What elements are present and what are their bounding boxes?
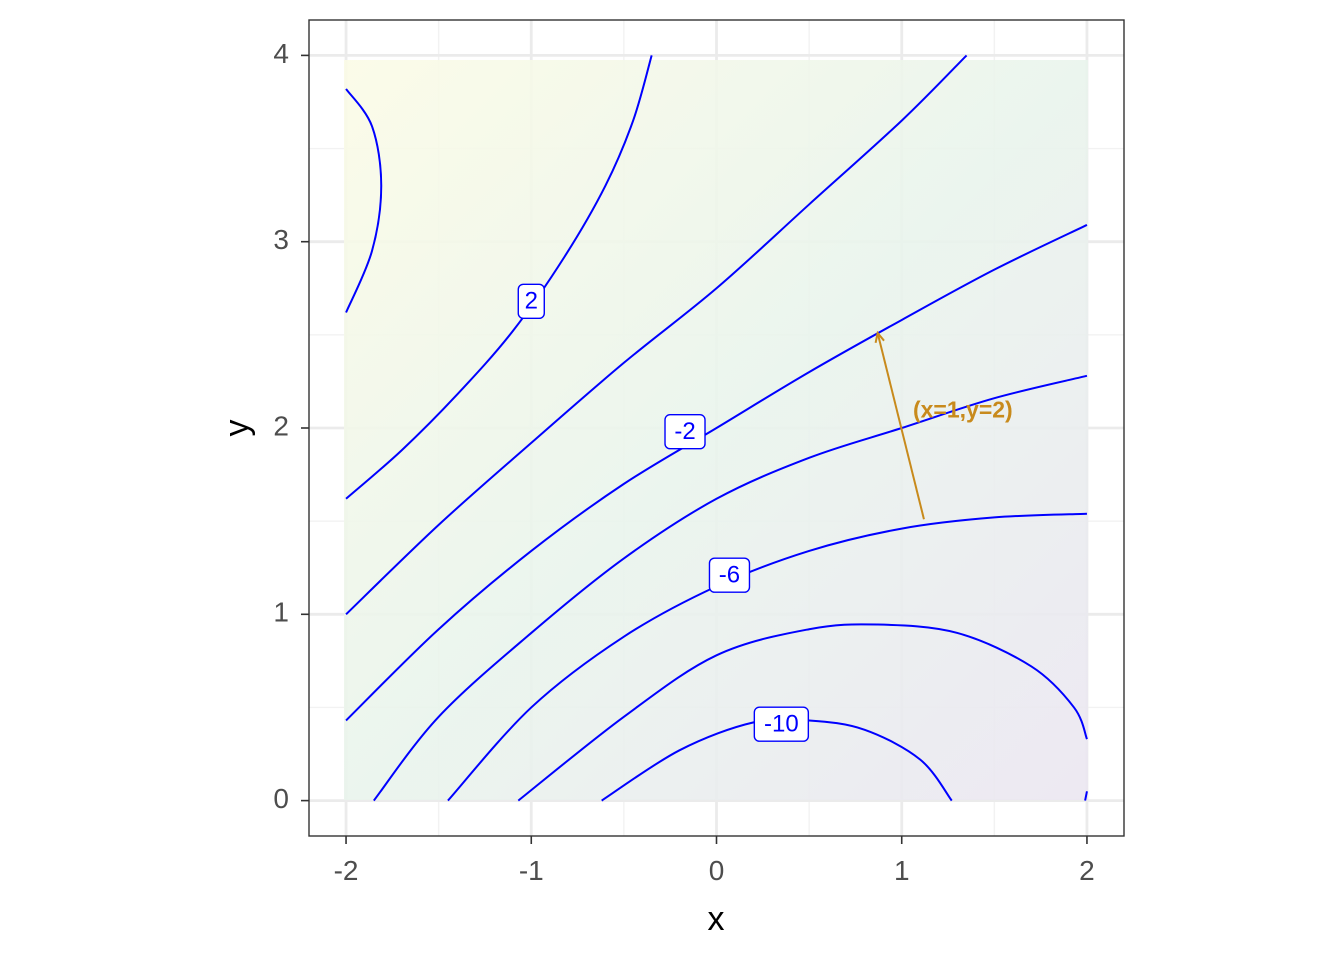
annotation-arrow: [876, 332, 925, 520]
y-tick-label: 3: [273, 224, 289, 255]
contour-label: 2: [525, 288, 538, 315]
annotation-arrowhead: [874, 330, 885, 343]
x-tick-label: -1: [519, 855, 544, 886]
annotation-label: (x=1,y=2): [913, 396, 1013, 422]
contour-label: -6: [719, 562, 740, 589]
x-tick-label: 2: [1079, 855, 1095, 886]
contour-label: -10: [764, 711, 799, 738]
contour-line: [517, 623, 1088, 802]
contour-line: [345, 54, 968, 616]
y-tick-label: 4: [273, 38, 289, 69]
x-tick-label: 0: [709, 855, 725, 886]
annotation: (x=1,y=2): [874, 330, 1013, 520]
y-tick-label: 2: [273, 410, 289, 441]
contour-label: -2: [674, 418, 695, 445]
contour-line: [345, 88, 383, 313]
contour-line: [345, 224, 1088, 722]
contour-line: [1084, 791, 1088, 801]
contour-label-box: [753, 706, 810, 742]
y-tick-label: 0: [273, 783, 289, 814]
contour-fill: [344, 60, 1088, 800]
contour-labels: 2 -2 -6 -10: [517, 283, 810, 742]
x-tick-label: 1: [894, 855, 910, 886]
y-tick-label: 1: [273, 597, 289, 628]
x-axis-title: x: [708, 900, 725, 938]
contour-label-box: [517, 283, 545, 320]
y-axis-title: y: [218, 420, 256, 437]
contour-label-box: [708, 557, 751, 593]
x-tick-label: -2: [334, 855, 359, 886]
contour-line: [373, 374, 1088, 802]
contour-label-box: [664, 414, 706, 450]
